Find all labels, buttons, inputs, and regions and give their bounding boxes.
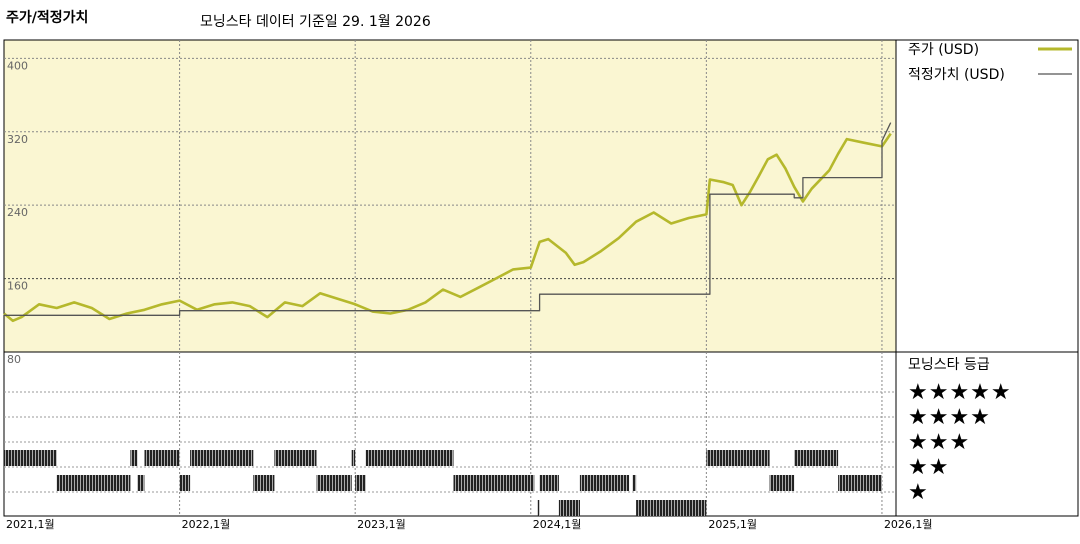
rating-bar-7-2star xyxy=(253,475,274,491)
star-row-5: ★★★★★ xyxy=(908,380,1012,405)
rating-bar-13-2star xyxy=(454,475,535,491)
rating-bar-21-2star xyxy=(770,475,795,491)
x-tick-label-2022,1월: 2022,1월 xyxy=(182,518,231,531)
chart-subtitle: 모닝스타 데이터 기준일 29. 1월 2026 xyxy=(200,14,431,30)
star-row-4: ★★★★ xyxy=(908,405,991,430)
rating-bar-10-3star xyxy=(352,450,356,466)
star-row-2: ★★ xyxy=(908,455,949,480)
rating-bar-20-3star xyxy=(706,450,769,466)
rating-bar-4-3star xyxy=(145,450,180,466)
price-panel xyxy=(4,40,896,352)
rating-bar-6-3star xyxy=(190,450,253,466)
rating-bar-19-1star xyxy=(636,500,706,516)
legend-rating-title: 모닝스타 등급 xyxy=(908,357,990,373)
chart-title: 주가/적정가치 xyxy=(6,9,88,26)
rating-bar-11-2star xyxy=(355,475,366,491)
rating-bar-18-2star xyxy=(633,475,637,491)
rating-bar-1-2star xyxy=(57,475,131,491)
y-tick-label-240: 240 xyxy=(7,206,28,219)
rating-bar-15-2star xyxy=(540,475,559,491)
star-row-1: ★ xyxy=(908,480,929,505)
x-tick-label-2024,1월: 2024,1월 xyxy=(533,518,582,531)
rating-bar-2-3star xyxy=(130,450,137,466)
rating-bar-0-3star xyxy=(4,450,57,466)
x-tick-label-2025,1월: 2025,1월 xyxy=(708,518,757,531)
x-axis-ticks: 2021,1월 2022,1월 2023,1월 2024,1월 2025,1월 2026,… xyxy=(6,518,933,531)
rating-bar-23-2star xyxy=(838,475,882,491)
legend: 주가 (USD) 적정가치 (USD) 모닝스타 등급 ★★★★★ ★★★★ ★… xyxy=(908,42,1072,505)
rating-bar-3-2star xyxy=(137,475,144,491)
rating-panel xyxy=(4,352,896,516)
legend-price-label: 주가 (USD) xyxy=(908,42,979,58)
legend-fair-label: 적정가치 (USD) xyxy=(908,67,1005,83)
rating-bar-5-2star xyxy=(180,475,191,491)
rating-bar-22-3star xyxy=(794,450,838,466)
star-row-3: ★★★ xyxy=(908,430,970,455)
rating-bar-14-1star xyxy=(538,500,540,516)
x-tick-label-2023,1월: 2023,1월 xyxy=(357,518,406,531)
y-tick-label-320: 320 xyxy=(7,133,28,146)
y-tick-label-400: 400 xyxy=(7,59,28,72)
rating-bar-9-2star xyxy=(317,475,352,491)
rating-bar-17-2star xyxy=(580,475,629,491)
rating-bar-12-3star xyxy=(366,450,454,466)
rating-bar-8-3star xyxy=(274,450,316,466)
y-tick-label-80: 80 xyxy=(7,353,21,366)
y-tick-label-160: 160 xyxy=(7,280,28,293)
x-tick-label-2026,1월: 2026,1월 xyxy=(884,518,933,531)
rating-bar-16-1star xyxy=(559,500,580,516)
x-tick-label-2021,1월: 2021,1월 xyxy=(6,518,55,531)
